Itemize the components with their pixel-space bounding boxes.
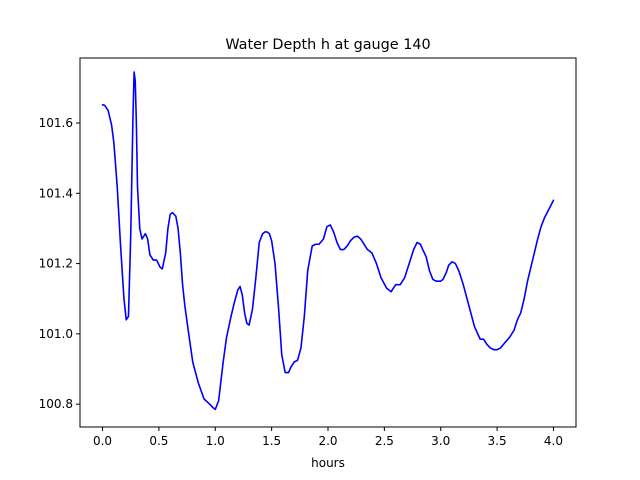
series-layer bbox=[101, 71, 555, 411]
x-tick-label: 3.5 bbox=[488, 434, 507, 448]
y-tick-label: 101.2 bbox=[39, 257, 73, 271]
x-tick-label: 0.5 bbox=[149, 434, 168, 448]
axes-layer: 0.0 0.5 1.0 1.5 2.0 2.5 3.0 3.5 4.0 100.8 101.0 101… bbox=[39, 57, 577, 448]
x-tick-label: 1.5 bbox=[262, 434, 281, 448]
y-tick-label: 101.4 bbox=[39, 186, 73, 200]
series-line-0 bbox=[101, 71, 555, 411]
y-tick-label: 100.8 bbox=[39, 397, 73, 411]
y-tick-label: 101.0 bbox=[39, 327, 73, 341]
x-tick-label: 1.0 bbox=[206, 434, 225, 448]
x-tick-label: 2.5 bbox=[375, 434, 394, 448]
plot-background bbox=[80, 58, 576, 427]
x-tick-label: 2.0 bbox=[318, 434, 337, 448]
x-tick-label: 0.0 bbox=[93, 434, 112, 448]
x-axis-label: hours bbox=[311, 456, 345, 470]
x-tick-label: 4.0 bbox=[544, 434, 563, 448]
chart-title: Water Depth h at gauge 140 bbox=[225, 37, 430, 53]
y-tick-label: 101.6 bbox=[39, 116, 73, 130]
x-tick-label: 3.0 bbox=[431, 434, 450, 448]
plot-area bbox=[80, 58, 576, 427]
